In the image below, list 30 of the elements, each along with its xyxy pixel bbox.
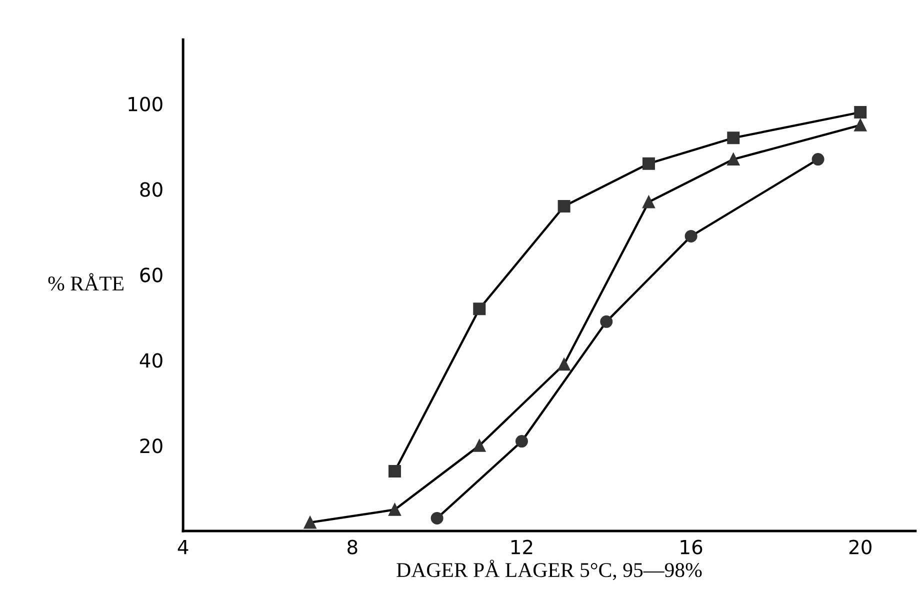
point <box>812 153 824 166</box>
point <box>515 435 528 448</box>
x-tick-label: 16 <box>680 540 702 554</box>
point <box>558 200 570 213</box>
point <box>642 196 655 208</box>
point <box>473 439 486 452</box>
point <box>473 302 486 316</box>
x-axis-title: DAGER PÅ LAGER 5°C, 95—98% <box>396 560 702 580</box>
point <box>558 358 570 371</box>
point <box>388 503 401 516</box>
x-tick-label: 4 <box>178 540 188 554</box>
point <box>727 153 740 166</box>
y-axis-title: % RÅTE <box>48 273 124 291</box>
point <box>684 230 698 242</box>
point <box>430 512 444 524</box>
x-tick-label: 20 <box>849 540 872 554</box>
point <box>642 157 655 170</box>
point <box>727 132 740 144</box>
y-tick-label: 80 <box>140 182 162 197</box>
y-tick-label: 100 <box>128 96 162 112</box>
y-tick-label: 40 <box>140 353 162 368</box>
y-tick-label: 60 <box>140 268 162 282</box>
x-tick-label: 8 <box>348 540 358 554</box>
point <box>388 464 401 478</box>
point <box>854 118 867 132</box>
point <box>600 315 613 328</box>
x-tick-label: 12 <box>511 540 532 554</box>
y-tick-label: 20 <box>140 438 162 454</box>
point <box>854 106 867 119</box>
point <box>304 516 316 529</box>
